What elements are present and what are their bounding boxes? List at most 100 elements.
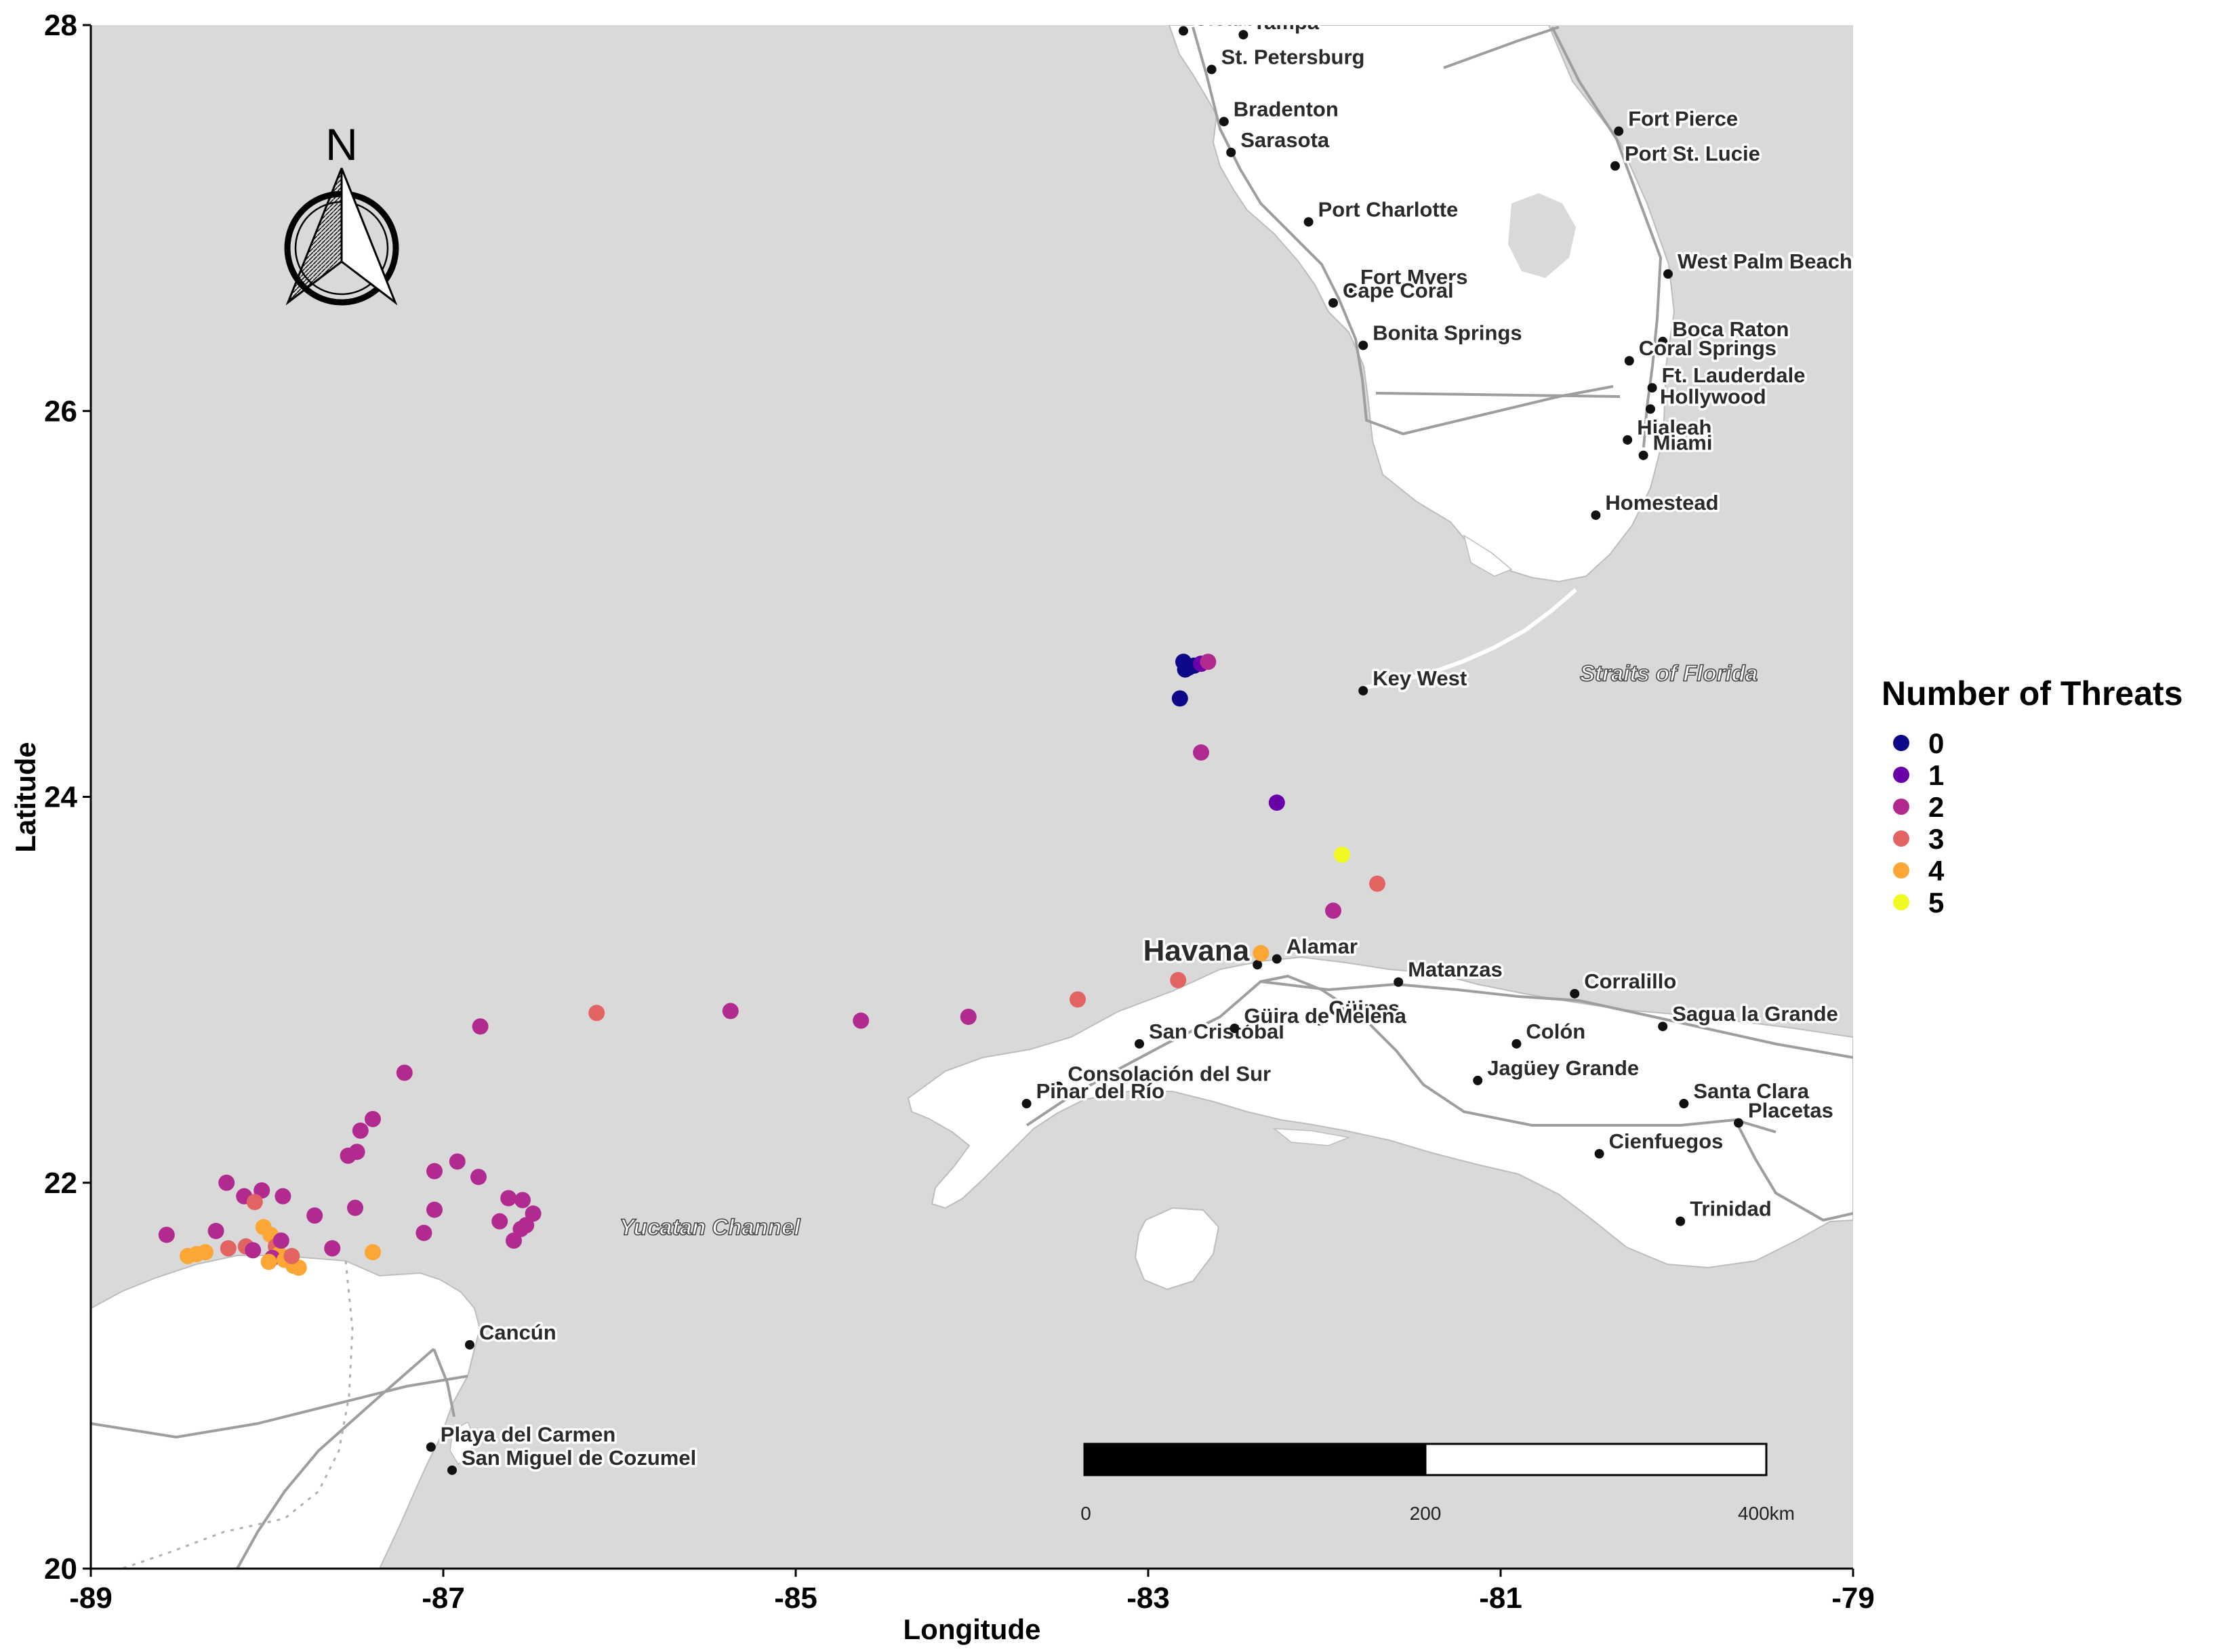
x-tick-label: -83 bbox=[1126, 1582, 1170, 1615]
legend-swatch-2 bbox=[1893, 799, 1909, 815]
place-marker-placetas bbox=[1734, 1118, 1743, 1128]
threat-point bbox=[500, 1190, 517, 1207]
place-marker-cape-coral bbox=[1328, 298, 1338, 308]
y-tick-label: 26 bbox=[44, 395, 77, 428]
place-label-port-charlotte: Port Charlotte bbox=[1318, 197, 1459, 221]
threat-point bbox=[1070, 991, 1086, 1008]
threat-point bbox=[512, 1221, 529, 1238]
place-marker-palm-bay bbox=[1568, 14, 1578, 24]
threat-point bbox=[396, 1064, 413, 1081]
x-axis: -89 -87 -85 -83 -81 -79 Longitude bbox=[69, 1567, 1875, 1645]
place-marker-playa-del-carmen bbox=[426, 1442, 436, 1452]
north-arrow-right-half bbox=[340, 167, 398, 306]
place-label-sarasota: Sarasota bbox=[1240, 128, 1330, 152]
threat-point bbox=[426, 1201, 443, 1218]
x-axis-ticks: -89 -87 -85 -83 -81 -79 bbox=[69, 1569, 1875, 1615]
place-label-jaguey-grande: Jagüey Grande bbox=[1487, 1056, 1639, 1080]
legend-swatch-5 bbox=[1893, 894, 1909, 910]
threat-point bbox=[1170, 971, 1187, 988]
scale-bar: 0 200 400km bbox=[1080, 1443, 1795, 1524]
y-axis: 20 22 24 26 28 Latitude bbox=[9, 9, 92, 1586]
water-labels-layer: Straits of Florida Yucatan Channel bbox=[619, 660, 1758, 1240]
x-tick-label: -81 bbox=[1479, 1582, 1522, 1615]
x-tick-label: -85 bbox=[774, 1582, 817, 1615]
place-label-tampa: Tampa bbox=[1253, 10, 1319, 34]
place-label-san-miguel-de-cozumel: San Miguel de Cozumel bbox=[462, 1446, 696, 1470]
threat-point bbox=[340, 1147, 357, 1164]
y-tick-label: 24 bbox=[44, 781, 77, 814]
threat-point bbox=[260, 1253, 277, 1270]
place-label-bradenton: Bradenton bbox=[1234, 97, 1339, 121]
legend-swatch-1 bbox=[1893, 767, 1909, 783]
place-marker-fort-pierce bbox=[1614, 126, 1624, 136]
florida-roads bbox=[1192, 26, 1663, 448]
place-marker-cienfuegos bbox=[1594, 1149, 1604, 1159]
scale-label-400km: 400km bbox=[1738, 1503, 1795, 1524]
place-marker-west-palm-beach bbox=[1663, 269, 1673, 279]
place-label-trinidad: Trinidad bbox=[1690, 1197, 1772, 1221]
place-label-corralillo: Corralillo bbox=[1584, 969, 1676, 993]
place-marker-st-petersburg bbox=[1206, 64, 1217, 75]
place-marker-jaguey-grande bbox=[1473, 1075, 1483, 1085]
cozumel-island bbox=[449, 1421, 475, 1466]
x-axis-title: Longitude bbox=[903, 1613, 1041, 1645]
threat-point bbox=[207, 1222, 224, 1239]
place-label-homestead: Homestead bbox=[1605, 491, 1718, 515]
florida-land bbox=[1168, 25, 1676, 583]
isla-de-la-juventud bbox=[1134, 1207, 1220, 1291]
place-label-guira-de-melena: Güira de Melena bbox=[1244, 1004, 1406, 1028]
scale-bar-black-segment bbox=[1083, 1443, 1427, 1476]
place-label-matanzas: Matanzas bbox=[1408, 958, 1503, 982]
yucatan-roads bbox=[91, 1348, 468, 1569]
y-axis-ticks: 20 22 24 26 28 bbox=[44, 9, 91, 1586]
threat-point bbox=[347, 1199, 363, 1216]
place-marker-fort-myers bbox=[1346, 284, 1356, 294]
place-label-boca-raton: Boca Raton bbox=[1672, 317, 1789, 341]
threat-point bbox=[1369, 875, 1385, 892]
place-label-havana: Havana bbox=[1143, 934, 1250, 967]
threat-point bbox=[415, 1224, 432, 1241]
lake-okeechobee bbox=[1508, 193, 1576, 278]
place-label-pinar-del-rio: Pinar del Río bbox=[1036, 1079, 1164, 1103]
north-arrow: N bbox=[284, 119, 399, 306]
legend-title: Number of Threats bbox=[1882, 674, 2183, 712]
threat-point bbox=[275, 1188, 291, 1205]
threat-point bbox=[220, 1240, 237, 1257]
threat-point bbox=[272, 1232, 289, 1249]
threat-point bbox=[246, 1194, 263, 1211]
place-label-st-petersburg: St. Petersburg bbox=[1221, 45, 1365, 68]
place-marker-tampa bbox=[1238, 30, 1248, 40]
place-label-sagua-la-grande: Sagua la Grande bbox=[1672, 1002, 1838, 1026]
place-marker-bradenton bbox=[1219, 117, 1229, 127]
threat-point bbox=[1268, 794, 1285, 811]
threat-point bbox=[1200, 653, 1217, 670]
x-tick-label: -87 bbox=[422, 1582, 465, 1615]
legend-label-5: 5 bbox=[1928, 887, 1944, 919]
scale-label-200: 200 bbox=[1410, 1503, 1442, 1524]
place-label-bonita-springs: Bonita Springs bbox=[1373, 321, 1522, 344]
y-tick-label: 28 bbox=[44, 9, 77, 42]
place-marker-san-cristobal bbox=[1135, 1039, 1144, 1049]
florida-bay-shoal bbox=[1463, 534, 1513, 577]
threat-point bbox=[324, 1240, 341, 1257]
place-label-cienfuegos: Cienfuegos bbox=[1609, 1129, 1724, 1153]
place-label-alamar: Alamar bbox=[1286, 935, 1358, 959]
place-marker-guira-de-melena bbox=[1230, 1024, 1240, 1034]
yucatan-land bbox=[91, 1255, 481, 1569]
threat-point bbox=[426, 1163, 443, 1180]
threat-point bbox=[1177, 661, 1194, 678]
y-tick-label: 20 bbox=[44, 1552, 77, 1586]
place-marker-san-miguel-de-cozumel bbox=[447, 1465, 457, 1475]
place-label-hialeah: Hialeah bbox=[1637, 416, 1711, 439]
legend-swatch-3 bbox=[1893, 830, 1909, 847]
place-label-hollywood: Hollywood bbox=[1660, 384, 1766, 408]
threat-point bbox=[472, 1018, 489, 1035]
florida-keys bbox=[1362, 588, 1577, 690]
threat-point bbox=[218, 1174, 235, 1191]
legend-label-2: 2 bbox=[1928, 791, 1944, 823]
place-marker-boca-raton bbox=[1658, 336, 1668, 346]
place-label-guines: Güines bbox=[1328, 996, 1400, 1020]
scale-bar-white-segment bbox=[1424, 1443, 1768, 1476]
